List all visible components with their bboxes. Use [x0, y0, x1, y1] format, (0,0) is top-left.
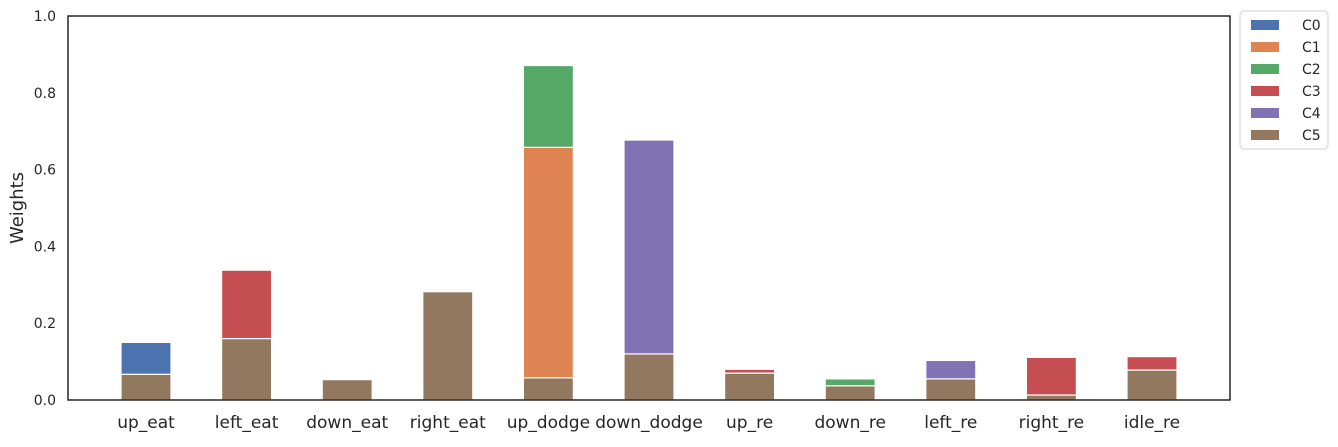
x-tick-label: idle_re	[1124, 413, 1180, 433]
bar-up_dodge-C5	[522, 377, 575, 401]
y-axis-label: Weights	[7, 172, 28, 244]
legend-label-C0: C0	[1302, 18, 1321, 34]
bar-up_eat-C5	[120, 373, 172, 401]
bar-up_eat-C0	[120, 341, 172, 375]
y-tick-label: 0.6	[34, 163, 56, 179]
bar-idle_re-C5	[1126, 369, 1178, 401]
x-tick-label: down_eat	[306, 413, 388, 433]
y-tick-label: 0.8	[34, 86, 56, 102]
bar-down_dodge-C5	[623, 353, 675, 401]
legend-swatch-C1	[1251, 42, 1279, 52]
y-tick-label: 1.0	[34, 9, 56, 25]
y-tick-label: 0.2	[34, 316, 56, 332]
y-tick-label: 0.0	[34, 393, 56, 409]
legend-swatch-C2	[1251, 64, 1279, 74]
bar-right_re-C3	[1025, 356, 1078, 396]
x-tick-label: down_re	[814, 413, 885, 433]
legend-label-C5: C5	[1302, 128, 1321, 144]
legend-swatch-C0	[1251, 20, 1279, 30]
bar-left_eat-C5	[221, 337, 273, 401]
x-tick-label: up_dodge	[507, 413, 590, 433]
legend: C0 C1 C2 C3 C4 C5	[1239, 10, 1329, 150]
x-tick-label: left_re	[924, 413, 977, 433]
legend-label-C1: C1	[1302, 40, 1321, 56]
bar-left_eat-C3	[221, 269, 273, 340]
bar-left_re-C4	[925, 359, 977, 380]
bars-layer	[120, 64, 1178, 401]
bar-down_dodge-C4	[623, 139, 675, 355]
x-axis: up_eat left_eat down_eat right_eat up_dodge d…	[117, 413, 1180, 433]
y-tick-label: 0.4	[34, 239, 56, 255]
x-tick-label: up_eat	[117, 413, 175, 433]
bar-right_eat-C5	[422, 291, 474, 401]
x-tick-label: right_re	[1019, 413, 1085, 433]
legend-label-C4: C4	[1302, 106, 1321, 122]
x-tick-label: up_re	[726, 413, 773, 433]
bar-up_dodge-C1	[522, 146, 575, 379]
y-axis: 0.0 0.2 0.4 0.6 0.8 1.0	[34, 9, 56, 409]
bar-up_re-C3	[723, 368, 776, 374]
bar-up_re-C5	[723, 372, 776, 401]
x-tick-label: left_eat	[215, 413, 279, 433]
bar-down_re-C2	[824, 378, 876, 387]
bar-down_re-C5	[824, 385, 876, 401]
bar-left_re-C5	[925, 378, 977, 401]
x-tick-label: down_dodge	[595, 413, 703, 433]
plot-frame	[67, 15, 1231, 401]
legend-swatch-C4	[1251, 108, 1279, 118]
x-tick-label: right_eat	[410, 413, 486, 433]
legend-swatch-C3	[1251, 86, 1279, 96]
legend-label-C2: C2	[1302, 62, 1321, 78]
bar-up_dodge-C2	[522, 64, 575, 148]
bar-down_eat-C5	[321, 379, 373, 401]
legend-label-C3: C3	[1302, 84, 1321, 100]
bar-idle_re-C3	[1126, 356, 1178, 371]
legend-swatch-C5	[1251, 130, 1279, 140]
